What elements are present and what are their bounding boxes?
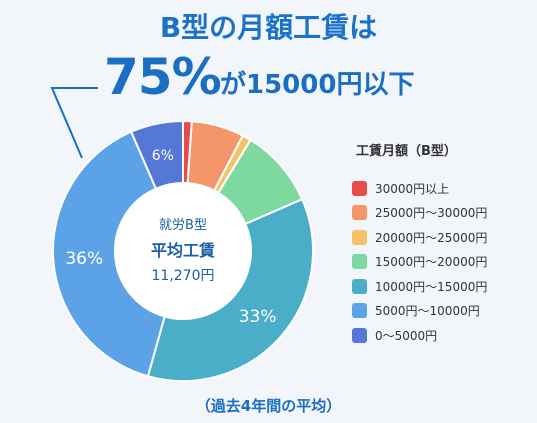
pie-slice [146,197,314,382]
slice-label: 6% [152,148,174,164]
legend-item: 10000円〜15000円 [352,274,487,299]
legend-item: 15000円〜20000円 [352,250,487,275]
pie-slice [129,119,184,190]
legend-item: 5000円〜10000円 [352,299,487,324]
legend-label: 30000円以上 [375,181,450,196]
legend-label: 15000円〜20000円 [375,255,488,270]
pie-slice [52,130,166,378]
legend-label: 10000円〜15000円 [375,279,488,294]
legend-swatch [352,205,367,221]
slice-label: 36% [65,249,103,269]
highlight-percentage: 75% [104,48,222,106]
highlight-text: が15000円以下 [220,70,415,100]
legend-swatch [352,254,367,270]
footer-note: （過去4年間の平均） [195,397,342,415]
legend-swatch [352,180,367,196]
legend-label: 5000円〜10000円 [375,304,480,319]
legend-swatch [352,327,367,343]
legend-item: 0〜5000円 [352,323,487,348]
center-label-title: 平均工賃 [150,241,215,260]
legend-item: 30000円以上 [352,176,487,201]
legend-label: 20000円〜25000円 [375,230,488,245]
legend-swatch [352,229,367,245]
legend-title: 工賃月額（B型） [356,144,457,159]
legend-item: 20000円〜25000円 [352,225,487,250]
legend-label: 0〜5000円 [375,328,438,343]
legend-swatch [352,278,367,294]
legend-swatch [352,303,367,319]
donut-hole [116,184,250,318]
legend-item: 25000円〜30000円 [352,201,487,226]
legend-label: 25000円〜30000円 [375,206,488,221]
center-label-type: 就労B型 [159,218,207,233]
center-label-value: 11,270円 [151,268,215,284]
legend: 30000円以上 25000円〜30000円 20000円〜25000円 15000円… [352,176,487,348]
slice-label: 33% [239,307,277,327]
chart-title: B型の月額工賃は [159,11,378,44]
